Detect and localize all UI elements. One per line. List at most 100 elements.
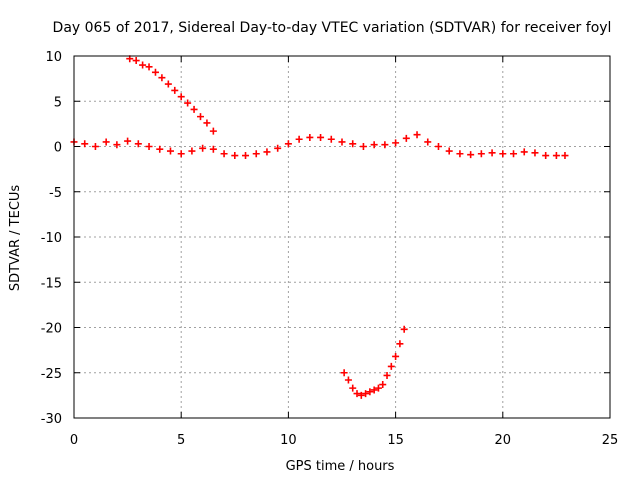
data-point [139,61,147,69]
x-axis-ticks: 0 5 10 15 20 25 [70,56,618,448]
data-point [467,151,475,159]
data-point [510,150,518,158]
x-tick-label: 20 [495,433,512,448]
data-point [177,150,185,158]
data-point [338,138,346,146]
data-point [552,152,560,160]
grid [74,56,610,418]
data-point [379,381,387,389]
data-point [81,140,89,148]
x-tick-label: 15 [387,433,404,448]
y-tick-label: -10 [41,231,62,246]
y-tick-label: -30 [41,412,62,427]
data-point [306,133,314,141]
y-tick-label: -15 [41,276,62,291]
data-point [177,93,185,101]
x-tick-label: 10 [280,433,297,448]
x-tick-label: 5 [177,433,185,448]
data-point [445,147,453,155]
data-point [295,135,303,143]
series-0 [70,131,569,160]
y-tick-label: -25 [41,367,62,382]
data-point [359,143,367,150]
data-point [209,145,217,153]
y-tick-label: 5 [54,95,62,110]
data-point [327,135,335,143]
series-1 [126,55,217,135]
data-point [209,127,217,135]
data-point [477,150,485,158]
y-tick-label: -5 [49,186,62,201]
data-points [70,55,569,399]
data-point [124,137,132,145]
data-point [203,119,211,127]
data-point [383,371,391,379]
x-tick-label: 25 [602,433,619,448]
y-axis-label: SDTVAR / TECUs [8,185,23,292]
data-point [402,134,410,142]
y-tick-label: 0 [54,141,62,156]
data-point [184,99,192,107]
data-point [434,143,442,150]
data-point [392,352,400,360]
data-point [392,139,400,147]
data-point [520,148,528,156]
data-point [400,325,408,333]
data-point [156,145,164,153]
data-point [370,386,378,394]
data-point [387,362,395,370]
data-point [340,369,348,377]
data-point [199,144,207,152]
data-point [362,390,370,398]
data-point [158,74,166,82]
data-point [113,141,121,149]
data-point [413,131,421,139]
data-point [171,86,179,94]
y-tick-label: -20 [41,322,62,337]
data-point [284,140,292,148]
data-point [190,105,198,113]
data-point [542,152,550,160]
data-point [145,63,153,71]
data-point [349,140,357,148]
data-point [561,152,569,160]
data-point [499,150,507,158]
data-point [357,391,365,399]
data-point [317,133,325,141]
data-point [374,384,382,392]
data-point [196,113,204,121]
data-point [132,57,140,65]
data-point [252,150,260,158]
data-point [531,149,539,157]
data-point [424,138,432,146]
data-point [145,143,153,150]
x-axis-label: GPS time / hours [286,459,395,474]
series-2 [340,325,408,399]
data-point [263,148,271,156]
data-point [370,141,378,149]
data-point [366,388,374,396]
data-point [274,144,282,152]
data-point [134,140,142,148]
data-point [242,152,250,160]
data-point [164,80,172,88]
data-point [166,147,174,155]
y-axis-ticks: 10 5 0 -5 -10 -15 -20 -25 -30 [41,50,610,427]
data-point [396,340,404,348]
data-point [231,152,239,160]
data-point [91,143,99,150]
data-point [220,150,228,158]
data-point [151,68,159,76]
data-point [344,376,352,384]
data-point [488,149,496,157]
data-point [381,141,389,149]
data-point [353,390,361,398]
data-point [102,138,110,146]
y-tick-label: 10 [45,50,62,65]
data-point [349,384,357,392]
x-tick-label: 0 [70,433,78,448]
data-point [456,150,464,158]
chart-title: Day 065 of 2017, Sidereal Day-to-day VTE… [53,20,612,36]
data-point [188,147,196,155]
